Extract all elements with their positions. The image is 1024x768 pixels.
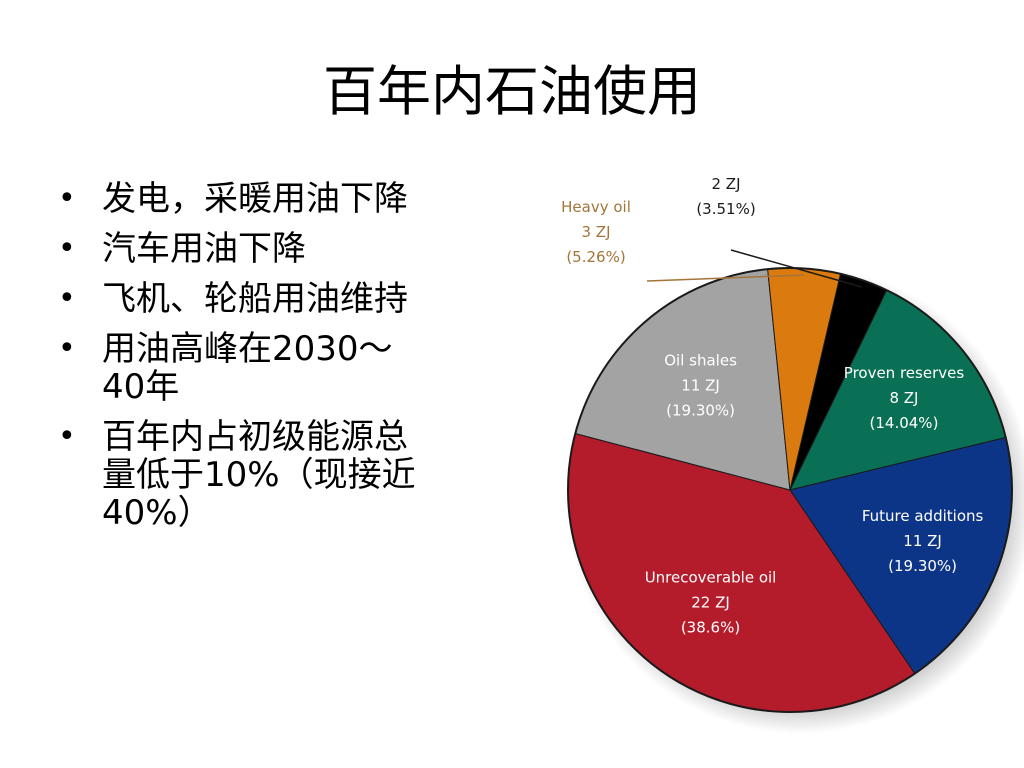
bullet-text: 用油高峰在2030～40年 — [102, 329, 393, 407]
slice-label-oil-shales: Oil shales — [664, 351, 737, 369]
slice-percent-tar-sands: (3.51%) — [696, 200, 755, 218]
bullet-item: • 汽车用油下降 — [58, 230, 418, 268]
slice-label-heavy-oil: Heavy oil — [561, 198, 631, 216]
pie-chart: Proven reserves 8 ZJ (14.04%) Future additi… — [556, 166, 1024, 746]
bullet-list: • 发电，采暖用油下降 • 汽车用油下降 • 飞机、轮船用油维持 • 用油高峰在… — [58, 180, 418, 544]
slice-label-proven-reserves: Proven reserves — [844, 364, 965, 382]
slice-percent-heavy-oil: (5.26%) — [566, 248, 625, 266]
bullet-dot: • — [58, 181, 76, 216]
slice-percent-proven-reserves: (14.04%) — [870, 414, 939, 432]
leader-line-tar-sands — [730, 249, 863, 288]
bullet-text: 汽车用油下降 — [102, 229, 306, 269]
bullet-text: 发电，采暖用油下降 — [102, 179, 408, 219]
slice-value-oil-shales: 11 ZJ — [681, 376, 720, 394]
slice-label-future-additions: Future additions — [862, 507, 984, 525]
pie-outline — [567, 267, 1013, 713]
bullet-item: • 发电，采暖用油下降 — [58, 180, 418, 218]
slice-percent-oil-shales: (19.30%) — [666, 401, 735, 419]
bullet-text: 百年内占初级能源总量低于10%（现接近40%） — [102, 417, 416, 533]
bullet-dot: • — [58, 419, 76, 454]
bullet-item: • 用油高峰在2030～40年 — [58, 330, 418, 406]
slice-value-future-additions: 11 ZJ — [903, 532, 942, 550]
bullet-text: 飞机、轮船用油维持 — [102, 279, 408, 319]
slice-label-unrecoverable-oil: Unrecoverable oil — [645, 568, 777, 586]
bullet-dot: • — [58, 331, 76, 366]
pie-chart-svg: Proven reserves 8 ZJ (14.04%) Future additi… — [561, 166, 1024, 734]
pie-slices — [567, 267, 1013, 713]
slice-value-proven-reserves: 8 ZJ — [889, 389, 918, 407]
slice-value-heavy-oil: 3 ZJ — [581, 223, 610, 241]
slice-percent-unrecoverable-oil: (38.6%) — [681, 618, 740, 636]
pie-leader-lines — [646, 249, 863, 288]
leader-line-heavy-oil — [646, 274, 804, 282]
bullet-dot: • — [58, 281, 76, 316]
slide-title: 百年内石油使用 — [323, 60, 701, 123]
slice-percent-future-additions: (19.30%) — [888, 557, 957, 575]
bullet-item: • 飞机、轮船用油维持 — [58, 280, 418, 318]
pie-labels: Proven reserves 8 ZJ (14.04%) Future additi… — [561, 166, 983, 636]
slice-value-unrecoverable-oil: 22 ZJ — [691, 593, 730, 611]
slice-value-tar-sands: 2 ZJ — [711, 175, 740, 193]
bullet-dot: • — [58, 231, 76, 266]
slice-label-tar-sands: Tar sands — [690, 166, 762, 168]
bullet-item: • 百年内占初级能源总量低于10%（现接近40%） — [58, 418, 418, 532]
